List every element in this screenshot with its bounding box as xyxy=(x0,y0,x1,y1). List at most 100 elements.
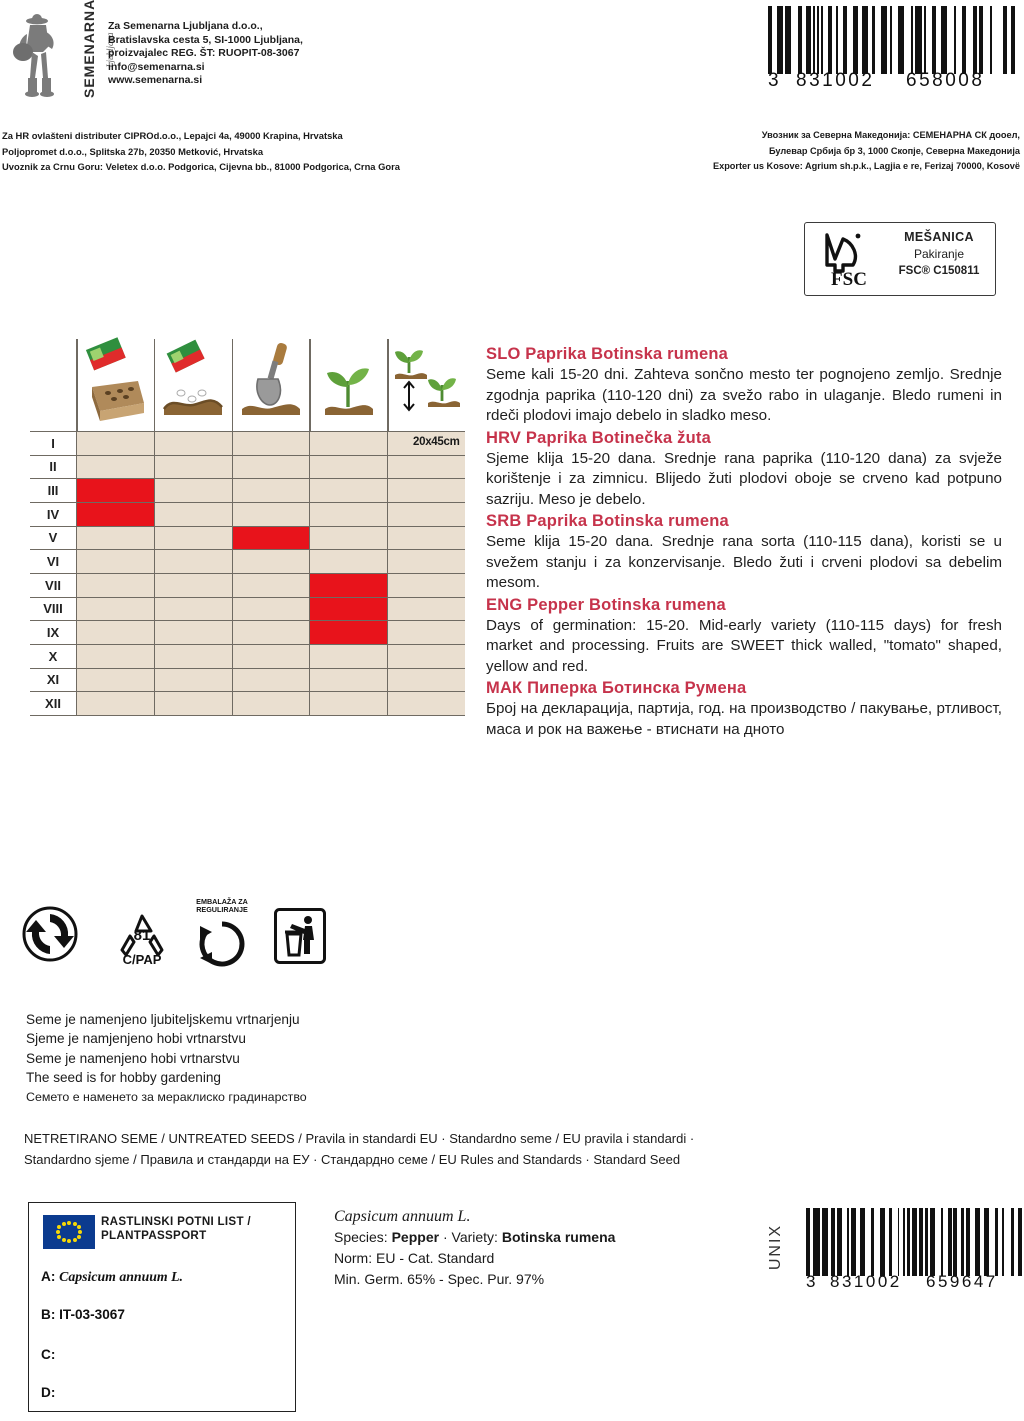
calendar-row-cells xyxy=(76,526,465,550)
top-barcode: 3 831002 658008 xyxy=(768,6,1016,98)
eu-flag-star xyxy=(61,1237,66,1242)
calendar-cell xyxy=(309,503,388,526)
calendar-month-label: IV xyxy=(30,503,76,526)
calendar-cell xyxy=(153,645,232,668)
eco-icons-row: 81 C/PAP EMBALAŽA ZA REGULIRANJE xyxy=(22,897,332,970)
distributor-line-xk: Exporter us Kosove: Agrium sh.p.k., Lagj… xyxy=(712,161,1020,171)
desc-heading-hrv: HRV Paprika Botinečka žuta xyxy=(486,428,711,447)
column-divider xyxy=(153,339,156,431)
calendar-month-label: XII xyxy=(30,692,76,715)
barcode-bars xyxy=(768,6,1016,74)
desc-body-mak: Број на декларација, партија, год. на пр… xyxy=(486,700,1002,738)
unix-label: UNIX xyxy=(767,1223,784,1271)
fsc-line-3: FSC® C150811 xyxy=(898,265,980,277)
calendar-cell xyxy=(76,503,154,526)
address-line-2: Bratislavska cesta 5, SI-1000 Ljubljana, xyxy=(108,33,303,46)
calendar-cell xyxy=(76,455,154,479)
calendar-row-cells xyxy=(76,645,465,668)
barcode-digit-group-2: 831002 xyxy=(830,1272,902,1291)
fsc-text-block: MEŠANICA Pakiranje FSC® C150811 xyxy=(887,229,991,280)
untreated-line-2: Standardno sjeme / Правила и стандарди н… xyxy=(24,1152,681,1167)
calendar-cell xyxy=(387,645,465,668)
calendar-month-label: X xyxy=(30,645,76,668)
species-germination-line: Min. Germ. 65% - Spec. Pur. 97% xyxy=(334,1271,545,1287)
hobby-line-mak: Семето е наменето за мераклиско градинар… xyxy=(26,1089,307,1104)
passport-value-b: IT-03-3067 xyxy=(59,1307,125,1322)
eu-flag-star xyxy=(76,1234,81,1239)
eu-flag-star xyxy=(56,1230,60,1234)
calendar-cell xyxy=(76,526,154,550)
eu-flag-star xyxy=(57,1225,62,1230)
barcode-digits: 3 831002 658008 xyxy=(768,70,1016,92)
barcode-digit-group-2: 831002 xyxy=(796,70,875,91)
calendar-month-label: VI xyxy=(30,550,76,573)
calendar-cell xyxy=(231,432,310,455)
variety-label: Variety: xyxy=(451,1229,498,1245)
calendar-cell xyxy=(309,574,388,597)
hobby-line-srb: Seme je namenjeno hobi vrtnarstvu xyxy=(26,1050,240,1066)
calendar-month-label: I xyxy=(30,432,76,455)
passport-row-c: C: xyxy=(41,1347,55,1362)
fsc-certification-label: FSC MEŠANICA Pakiranje FSC® C150811 xyxy=(804,222,996,296)
variety-descriptions: SLO Paprika Botinska rumena Seme kali 15… xyxy=(486,344,1002,741)
passport-value-a: Capsicum annuum L. xyxy=(59,1269,183,1284)
desc-body-hrv: Sjeme klija 15-20 dana. Srednje rana pap… xyxy=(486,449,1002,508)
calendar-cell xyxy=(387,526,465,550)
desc-heading-srb: SRB Paprika Botinska rumena xyxy=(486,512,729,530)
svg-text:FSC: FSC xyxy=(831,269,867,289)
calendar-month-label: III xyxy=(30,479,76,502)
calendar-cell xyxy=(231,621,310,644)
calendar-row: III xyxy=(30,478,465,502)
address-email: info@semenarna.si xyxy=(108,60,205,73)
calendar-row-cells xyxy=(76,455,465,479)
calendar-cell xyxy=(309,621,388,644)
eu-flag-star xyxy=(78,1230,82,1234)
hobby-line-hrv: Sjeme je namjenjeno hobi vrtnarstvu xyxy=(26,1031,246,1047)
calendar-row: XI xyxy=(30,667,465,692)
hobby-use-statements: Seme je namenjeno ljubiteljskemu vrtnarj… xyxy=(26,1010,546,1107)
desc-body-srb: Seme klija 15-20 dana. Srednje rana sort… xyxy=(486,533,1002,591)
calendar-cell xyxy=(231,550,310,573)
calendar-cell xyxy=(76,692,154,715)
calendar-row-cells xyxy=(76,621,465,644)
barcode-digits: 3 831002 659647 xyxy=(806,1272,1022,1292)
calendar-row-cells xyxy=(76,479,465,502)
packaging-recycle-icon: EMBALAŽA ZA REGULIRANJE xyxy=(182,897,262,970)
calendar-month-label: XI xyxy=(30,668,76,692)
calendar-cell xyxy=(153,526,232,550)
calendar-row: IV xyxy=(30,502,465,526)
calendar-cell xyxy=(387,455,465,479)
distributor-line-mk-2: Булевар Србија бр 3, 1000 Скопје, Северн… xyxy=(768,145,1020,156)
calendar-cell xyxy=(309,645,388,668)
calendar-cell xyxy=(153,432,232,455)
calendar-cell xyxy=(153,479,232,502)
calendar-month-label: VII xyxy=(30,574,76,597)
distributor-line-mk-1: Увозник за Северна Македонија: СЕМЕНАРНА… xyxy=(761,130,1020,140)
calendar-cell xyxy=(231,574,310,597)
distributor-info-left: Za HR ovlašteni distributer CIPROd.o.o.,… xyxy=(2,128,502,175)
calendar-row-cells xyxy=(76,692,465,715)
species-detail-block: Capsicum annuum L. Species: Pepper · Var… xyxy=(334,1206,714,1290)
calendar-bottom-border xyxy=(30,715,465,716)
calendar-cell xyxy=(76,574,154,597)
company-address: Za Semenarna Ljubljana d.o.o., Bratislav… xyxy=(108,20,438,88)
calendar-column-0 xyxy=(76,335,154,431)
calendar-cell xyxy=(231,645,310,668)
calendar-cell xyxy=(387,574,465,597)
passport-row-a: A: Capsicum annuum L. xyxy=(41,1269,183,1285)
calendar-row: IX xyxy=(30,620,465,644)
svg-text:C/PAP: C/PAP xyxy=(123,952,162,966)
calendar-month-label: II xyxy=(30,455,76,479)
passport-row-b: B: IT-03-3067 xyxy=(41,1307,125,1322)
calendar-cell xyxy=(309,692,388,715)
calendar-row: X xyxy=(30,644,465,668)
calendar-cell xyxy=(387,479,465,502)
calendar-cell xyxy=(231,526,310,550)
species-latin-name: Capsicum annuum L. xyxy=(334,1208,471,1225)
untreated-line-1: NETRETIRANO SEME / UNTREATED SEEDS / Pra… xyxy=(24,1131,695,1146)
desc-heading-mak: МАК Пиперка Ботинска Румена xyxy=(486,679,747,697)
eu-flag-star xyxy=(72,1237,77,1242)
seed-packet-sowing-outdoors-icon xyxy=(162,339,223,415)
distributor-line-me: Uvoznik za Crnu Goru: Veletex d.o.o. Pod… xyxy=(2,161,401,172)
calendar-cell xyxy=(153,574,232,597)
